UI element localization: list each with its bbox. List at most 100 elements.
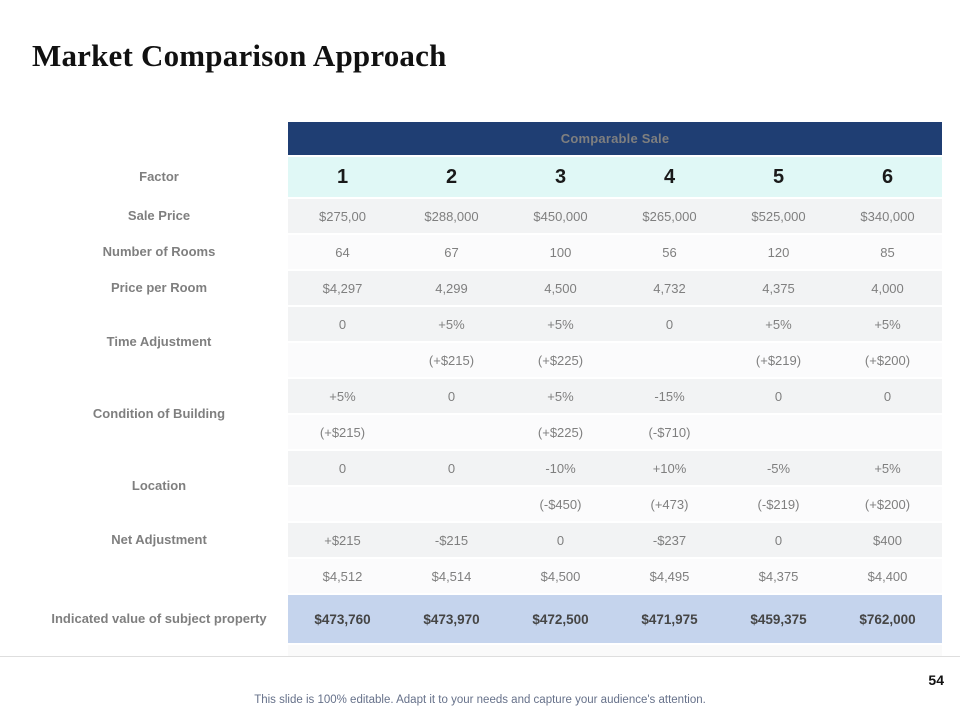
- factor-col: 6: [833, 156, 943, 199]
- cell: $472,500: [506, 594, 615, 645]
- row-label: Indicated value of subject property: [30, 594, 288, 645]
- table-row-condition-2: (+$215) (+$225) (-$710): [30, 414, 943, 451]
- row-label: Time Adjustment: [30, 306, 288, 379]
- cell: $288,000: [397, 198, 506, 235]
- cell: $4,375: [724, 558, 833, 595]
- cell: 85: [833, 234, 943, 271]
- cell: $4,400: [833, 558, 943, 595]
- cell: 4,732: [615, 270, 724, 307]
- cell: -15%: [615, 378, 724, 415]
- cell: 100: [506, 234, 615, 271]
- cell: $525,000: [724, 198, 833, 235]
- cell: [397, 414, 506, 451]
- cell: $471,975: [615, 594, 724, 645]
- cell: 67: [397, 234, 506, 271]
- table-row-condition-1: Condition of Building +5% 0 +5% -15% 0 0: [30, 378, 943, 451]
- cell: (+$225): [506, 342, 615, 379]
- cell: +10%: [615, 450, 724, 487]
- cell: [833, 414, 943, 451]
- factor-col: 2: [397, 156, 506, 199]
- page-number: 54: [928, 672, 944, 688]
- cell: 120: [724, 234, 833, 271]
- cell: (+473): [615, 486, 724, 523]
- cell: $400: [833, 522, 943, 559]
- cell: -$237: [615, 522, 724, 559]
- cell: 4,500: [506, 270, 615, 307]
- row-label: Condition of Building: [30, 378, 288, 451]
- cell: -5%: [724, 450, 833, 487]
- cell: 0: [833, 378, 943, 415]
- cell: $473,760: [288, 594, 397, 645]
- cell: +5%: [397, 306, 506, 343]
- slide-title: Market Comparison Approach: [32, 38, 447, 73]
- cell: $459,375: [724, 594, 833, 645]
- cell: $265,000: [615, 198, 724, 235]
- table-row-net-adjustment: Net Adjustment +$215 -$215 0 -$237 0 $40…: [30, 522, 943, 559]
- cell: $4,297: [288, 270, 397, 307]
- cell: 0: [397, 378, 506, 415]
- row-label: Location: [30, 450, 288, 523]
- table-row-time-adjustment-2: (+$215) (+$225) (+$219) (+$200): [30, 342, 943, 379]
- cell: -$215: [397, 522, 506, 559]
- cell: (+$225): [506, 414, 615, 451]
- cell: (-$219): [724, 486, 833, 523]
- factor-col: 1: [288, 156, 397, 199]
- row-label: [30, 644, 288, 659]
- cell: 0: [724, 522, 833, 559]
- cell: [724, 414, 833, 451]
- cell: [288, 342, 397, 379]
- cell: $4,500: [506, 558, 615, 595]
- cell: 4,375: [724, 270, 833, 307]
- cell: +5%: [724, 306, 833, 343]
- table-header-title: Comparable Sale: [288, 122, 943, 157]
- cell: [288, 486, 397, 523]
- cell: (+$215): [397, 342, 506, 379]
- cell: (+$200): [833, 342, 943, 379]
- cell: +5%: [833, 306, 943, 343]
- cell: $275,00: [288, 198, 397, 235]
- cell: (-$710): [615, 414, 724, 451]
- factor-col: 5: [724, 156, 833, 199]
- cell: +5%: [506, 378, 615, 415]
- cell: [615, 342, 724, 379]
- cell: $4,512: [288, 558, 397, 595]
- row-label: Sale Price: [30, 198, 288, 235]
- table-header-row: Comparable Sale: [30, 122, 943, 157]
- cell: (+$219): [724, 342, 833, 379]
- cell: +5%: [506, 306, 615, 343]
- row-label: Number of Rooms: [30, 234, 288, 271]
- trailing-strip: [288, 644, 943, 659]
- cell: 56: [615, 234, 724, 271]
- footer-divider: [0, 656, 960, 657]
- cell: 4,000: [833, 270, 943, 307]
- cell: 0: [615, 306, 724, 343]
- cell: [397, 486, 506, 523]
- table-row-adjusted-price: $4,512 $4,514 $4,500 $4,495 $4,375 $4,40…: [30, 558, 943, 595]
- cell: 0: [506, 522, 615, 559]
- cell: (+$200): [833, 486, 943, 523]
- cell: 0: [724, 378, 833, 415]
- cell: +5%: [833, 450, 943, 487]
- row-label: [30, 558, 288, 595]
- cell: 4,299: [397, 270, 506, 307]
- factor-col: 3: [506, 156, 615, 199]
- factor-row: Factor 1 2 3 4 5 6: [30, 156, 943, 199]
- table-row-location-1: Location 0 0 -10% +10% -5% +5%: [30, 450, 943, 523]
- table-row-indicated-value: Indicated value of subject property $473…: [30, 594, 943, 645]
- cell: $473,970: [397, 594, 506, 645]
- cell: $762,000: [833, 594, 943, 645]
- cell: 64: [288, 234, 397, 271]
- cell: 0: [288, 306, 397, 343]
- table-row-location-2: (-$450) (+473) (-$219) (+$200): [30, 486, 943, 523]
- factor-col: 4: [615, 156, 724, 199]
- row-label: Net Adjustment: [30, 522, 288, 559]
- cell: $4,495: [615, 558, 724, 595]
- header-spacer-cell: [30, 122, 288, 157]
- cell: +5%: [288, 378, 397, 415]
- cell: (-$450): [506, 486, 615, 523]
- cell: +$215: [288, 522, 397, 559]
- table-row-number-of-rooms: Number of Rooms 64 67 100 56 120 85: [30, 234, 943, 271]
- cell: $4,514: [397, 558, 506, 595]
- comparison-table: Comparable Sale Factor 1 2 3 4 5 6 Sale …: [30, 122, 943, 659]
